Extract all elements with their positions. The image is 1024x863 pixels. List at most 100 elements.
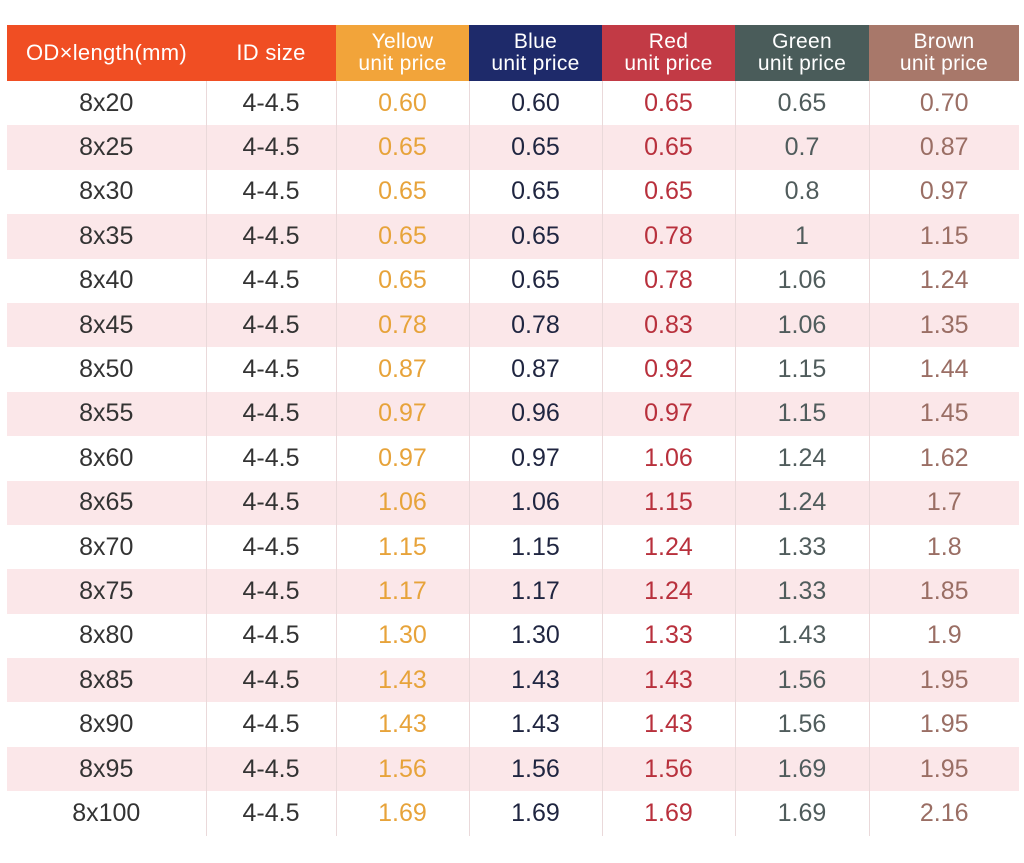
cell-yellow: 0.97 xyxy=(336,391,470,437)
cell-brown: 1.9 xyxy=(869,613,1019,659)
cell-red: 1.24 xyxy=(602,524,736,570)
cell-green: 1.15 xyxy=(735,391,870,437)
table-header: OD×length(mm) ID size Yellow unit price Blu… xyxy=(7,25,1019,81)
cell-green: 1.15 xyxy=(735,347,870,392)
cell-brown: 1.24 xyxy=(869,258,1019,303)
cell-yellow: 0.97 xyxy=(336,436,470,481)
cell-id: 4-4.5 xyxy=(206,258,337,303)
cell-green: 1.56 xyxy=(735,658,870,703)
cell-blue: 0.65 xyxy=(469,214,603,259)
cell-green: 0.7 xyxy=(735,125,870,170)
cell-green: 1.69 xyxy=(735,746,870,792)
cell-od: 8x100 xyxy=(7,791,207,836)
cell-yellow: 0.65 xyxy=(336,214,470,259)
cell-id: 4-4.5 xyxy=(206,214,337,259)
column-header-yellow: Yellow unit price xyxy=(336,25,469,81)
cell-red: 1.06 xyxy=(602,436,736,481)
cell-green: 1.33 xyxy=(735,569,870,614)
cell-id: 4-4.5 xyxy=(206,436,337,481)
cell-blue: 1.30 xyxy=(469,613,603,659)
cell-id: 4-4.5 xyxy=(206,125,337,170)
cell-red: 0.78 xyxy=(602,258,736,303)
header-row: OD×length(mm) ID size Yellow unit price Blu… xyxy=(7,25,1019,81)
cell-od: 8x30 xyxy=(7,169,207,215)
cell-od: 8x60 xyxy=(7,436,207,481)
cell-id: 4-4.5 xyxy=(206,81,337,126)
cell-green: 1.69 xyxy=(735,791,870,836)
cell-red: 1.69 xyxy=(602,791,736,836)
cell-yellow: 0.65 xyxy=(336,169,470,215)
cell-blue: 0.96 xyxy=(469,391,603,437)
cell-red: 1.43 xyxy=(602,658,736,703)
cell-red: 0.65 xyxy=(602,81,736,126)
cell-yellow: 1.06 xyxy=(336,480,470,525)
column-header-od: OD×length(mm) xyxy=(7,25,206,81)
cell-blue: 1.17 xyxy=(469,569,603,614)
cell-od: 8x20 xyxy=(7,81,207,126)
cell-brown: 1.95 xyxy=(869,658,1019,703)
cell-id: 4-4.5 xyxy=(206,302,337,348)
cell-blue: 0.97 xyxy=(469,436,603,481)
cell-yellow: 0.65 xyxy=(336,125,470,170)
cell-blue: 1.15 xyxy=(469,524,603,570)
cell-brown: 1.8 xyxy=(869,524,1019,570)
cell-green: 1.56 xyxy=(735,702,870,747)
cell-green: 1.43 xyxy=(735,613,870,659)
price-table: OD×length(mm) ID size Yellow unit price Blu… xyxy=(7,25,1019,836)
cell-blue: 1.43 xyxy=(469,702,603,747)
cell-blue: 1.56 xyxy=(469,746,603,792)
cell-yellow: 1.43 xyxy=(336,658,470,703)
cell-id: 4-4.5 xyxy=(206,480,337,525)
cell-blue: 0.65 xyxy=(469,125,603,170)
table-row: 8x35 4-4.5 0.65 0.65 0.78 1 1.15 xyxy=(7,214,1019,259)
cell-id: 4-4.5 xyxy=(206,569,337,614)
cell-red: 1.24 xyxy=(602,569,736,614)
cell-brown: 2.16 xyxy=(869,791,1019,836)
table-row: 8x20 4-4.5 0.60 0.60 0.65 0.65 0.70 xyxy=(7,81,1019,126)
cell-brown: 1.15 xyxy=(869,214,1019,259)
cell-id: 4-4.5 xyxy=(206,524,337,570)
cell-od: 8x45 xyxy=(7,302,207,348)
cell-od: 8x35 xyxy=(7,214,207,259)
table-row: 8x30 4-4.5 0.65 0.65 0.65 0.8 0.97 xyxy=(7,169,1019,215)
cell-green: 1 xyxy=(735,214,870,259)
cell-green: 1.06 xyxy=(735,258,870,303)
cell-red: 1.56 xyxy=(602,746,736,792)
table-row: 8x55 4-4.5 0.97 0.96 0.97 1.15 1.45 xyxy=(7,391,1019,437)
cell-red: 0.65 xyxy=(602,169,736,215)
cell-id: 4-4.5 xyxy=(206,391,337,437)
table-row: 8x45 4-4.5 0.78 0.78 0.83 1.06 1.35 xyxy=(7,302,1019,348)
cell-od: 8x80 xyxy=(7,613,207,659)
cell-brown: 0.97 xyxy=(869,169,1019,215)
column-header-brown: Brown unit price xyxy=(869,25,1019,81)
cell-id: 4-4.5 xyxy=(206,658,337,703)
table-row: 8x70 4-4.5 1.15 1.15 1.24 1.33 1.8 xyxy=(7,524,1019,570)
cell-yellow: 0.65 xyxy=(336,258,470,303)
cell-od: 8x70 xyxy=(7,524,207,570)
cell-brown: 1.95 xyxy=(869,746,1019,792)
cell-id: 4-4.5 xyxy=(206,613,337,659)
table-row: 8x95 4-4.5 1.56 1.56 1.56 1.69 1.95 xyxy=(7,746,1019,792)
cell-green: 0.65 xyxy=(735,81,870,126)
table-row: 8x60 4-4.5 0.97 0.97 1.06 1.24 1.62 xyxy=(7,436,1019,481)
cell-red: 1.33 xyxy=(602,613,736,659)
table-row: 8x90 4-4.5 1.43 1.43 1.43 1.56 1.95 xyxy=(7,702,1019,747)
cell-od: 8x40 xyxy=(7,258,207,303)
cell-red: 1.43 xyxy=(602,702,736,747)
cell-blue: 0.60 xyxy=(469,81,603,126)
column-header-green: Green unit price xyxy=(735,25,869,81)
cell-red: 0.92 xyxy=(602,347,736,392)
cell-red: 0.78 xyxy=(602,214,736,259)
cell-red: 0.97 xyxy=(602,391,736,437)
table-row: 8x80 4-4.5 1.30 1.30 1.33 1.43 1.9 xyxy=(7,613,1019,659)
column-header-red: Red unit price xyxy=(602,25,735,81)
cell-od: 8x95 xyxy=(7,746,207,792)
cell-yellow: 1.56 xyxy=(336,746,470,792)
cell-brown: 1.85 xyxy=(869,569,1019,614)
cell-yellow: 1.69 xyxy=(336,791,470,836)
table-row: 8x40 4-4.5 0.65 0.65 0.78 1.06 1.24 xyxy=(7,258,1019,303)
table-body: 8x20 4-4.5 0.60 0.60 0.65 0.65 0.70 8x25 4-4.5 0.… xyxy=(7,81,1019,836)
cell-id: 4-4.5 xyxy=(206,169,337,215)
cell-id: 4-4.5 xyxy=(206,746,337,792)
cell-blue: 1.06 xyxy=(469,480,603,525)
